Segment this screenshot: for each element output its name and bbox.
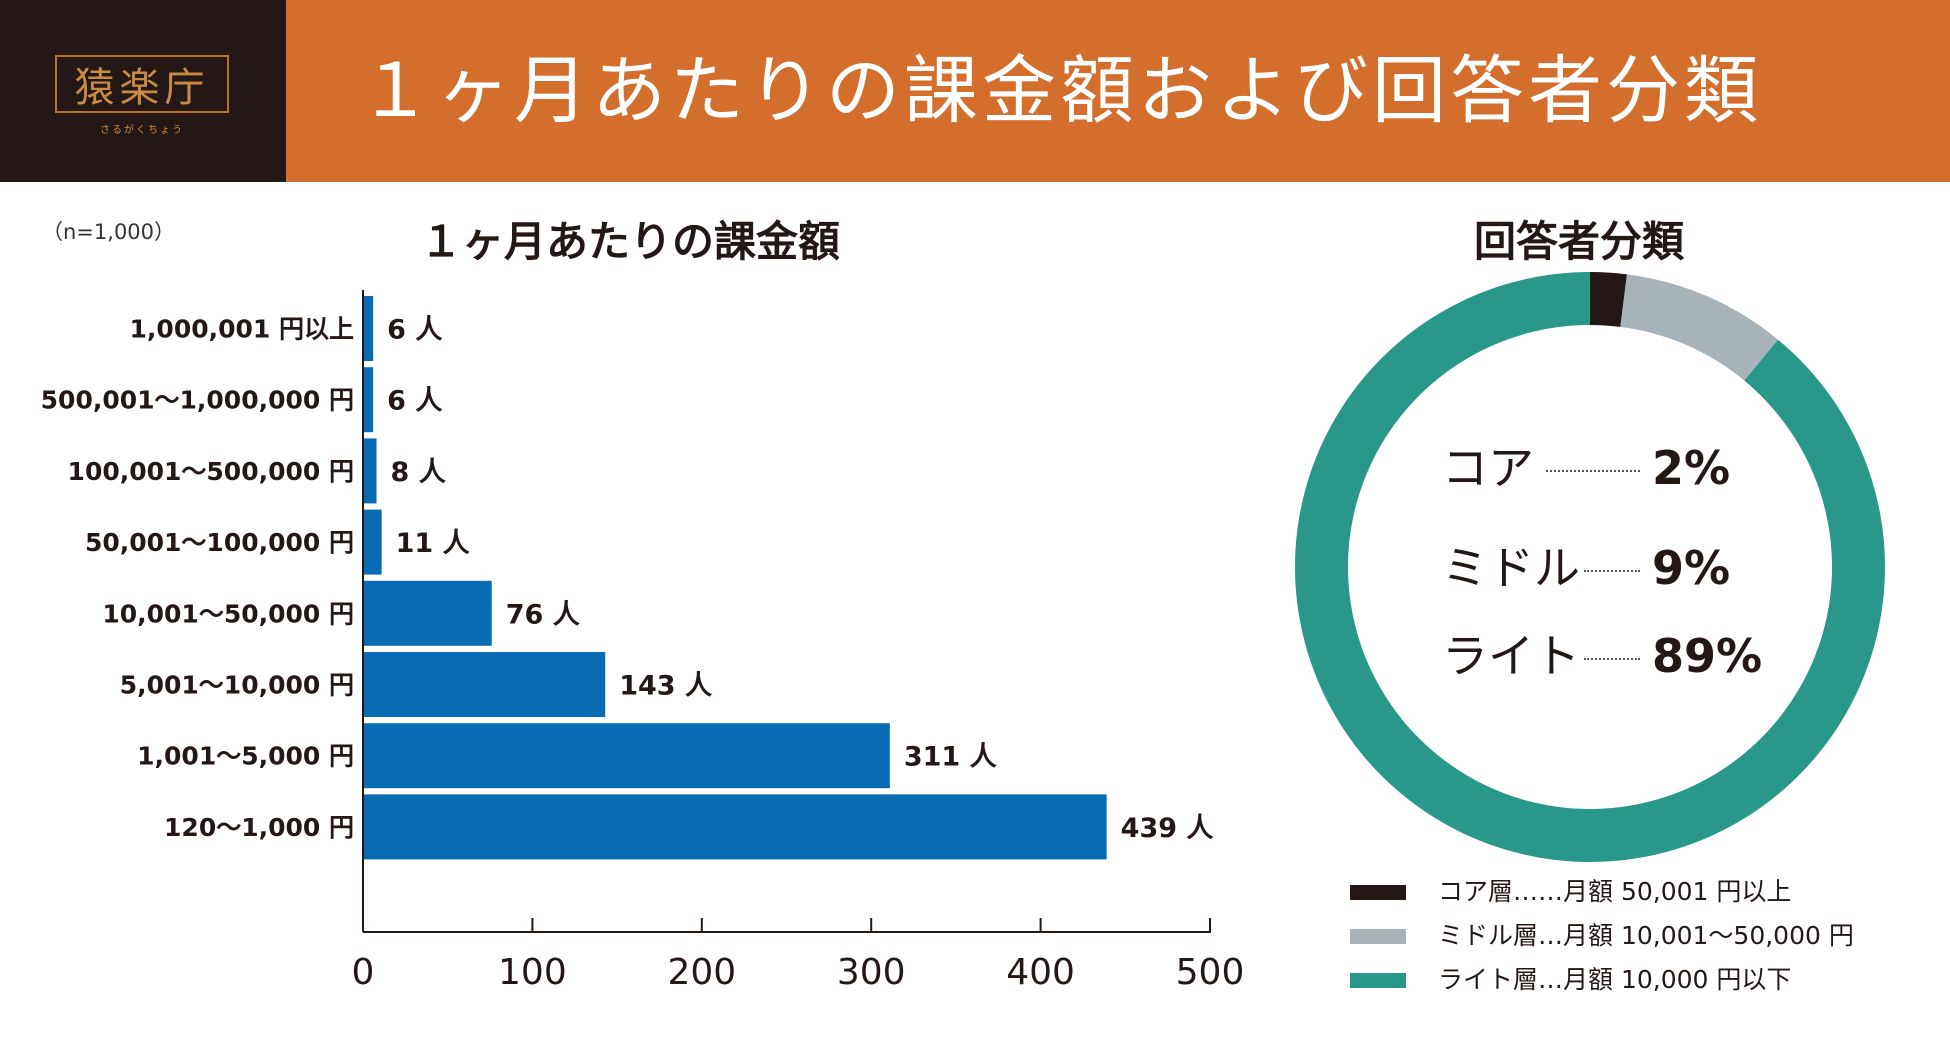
segment-name: コア — [1442, 441, 1534, 495]
logo: 猿楽庁 さるがくちょう — [0, 0, 286, 182]
segment-percent: 89% — [1652, 629, 1763, 683]
segment-name: ライト — [1442, 629, 1580, 683]
bar-value-label: 11 人 — [396, 528, 470, 559]
bar-chart-title: １ヶ月あたりの課金額 — [420, 217, 841, 266]
bar — [363, 652, 606, 717]
donut-slice — [1590, 272, 1627, 327]
bar-value-label: 6 人 — [387, 386, 442, 417]
category-label: 5,001〜10,000 円 — [120, 671, 354, 700]
category-label: 50,001〜100,000 円 — [85, 528, 354, 557]
bar-value-label: 439 人 — [1121, 813, 1214, 844]
logo-subtitle: さるがくちょう — [100, 125, 184, 136]
page-title: １ヶ月あたりの課金額および回答者分類 — [358, 48, 1762, 134]
bar — [363, 509, 382, 575]
percent-row: コア 2% — [1442, 440, 1730, 496]
segment-percent: 2% — [1652, 441, 1731, 495]
x-tick-label: 0 — [352, 952, 375, 993]
donut-chart-title: 回答者分類 — [1474, 217, 1685, 266]
category-label: 500,001〜1,000,000 円 — [41, 386, 354, 415]
percent-row: ライト 89% — [1442, 628, 1762, 684]
bar — [363, 794, 1107, 860]
x-tick-label: 100 — [498, 952, 567, 993]
legend-label: コア層……月額 50,001 円以上 — [1438, 877, 1792, 906]
legend-swatch — [1350, 973, 1406, 988]
header: 猿楽庁 さるがくちょう １ヶ月あたりの課金額および回答者分類 — [0, 0, 1950, 182]
bar-chart: 1,000,001 円以上 6 人 500,001〜1,000,000 円 6 人 10… — [41, 290, 1245, 993]
bar-value-label: 8 人 — [391, 457, 446, 488]
legend-swatch — [1350, 929, 1406, 944]
bar — [363, 580, 492, 646]
donut-slice — [1620, 274, 1779, 381]
category-label: 100,001〜500,000 円 — [68, 457, 354, 486]
x-tick-label: 400 — [1006, 952, 1075, 993]
dotted-leader — [1584, 658, 1640, 660]
x-tick-label: 200 — [667, 952, 736, 993]
legend-label: ライト層…月額 10,000 円以下 — [1438, 965, 1792, 994]
bar-value-label: 6 人 — [387, 315, 442, 346]
category-label: 1,001〜5,000 円 — [137, 742, 354, 771]
bar — [363, 367, 374, 433]
bar-value-label: 143 人 — [619, 671, 712, 702]
percent-row: ミドル 9% — [1442, 540, 1730, 596]
sample-size-note: （n=1,000） — [42, 220, 176, 244]
bar — [363, 296, 374, 361]
segment-name: ミドル — [1442, 541, 1580, 595]
bar — [363, 438, 377, 504]
category-label: 1,000,001 円以上 — [130, 315, 354, 344]
bar — [363, 723, 890, 789]
legend-label: ミドル層…月額 10,001〜50,000 円 — [1438, 921, 1854, 950]
category-label: 120〜1,000 円 — [164, 813, 354, 842]
bar-value-label: 311 人 — [904, 742, 997, 773]
legend-swatch — [1350, 885, 1406, 900]
segment-percent: 9% — [1652, 541, 1731, 595]
bar-value-label: 76 人 — [506, 599, 580, 630]
x-tick-label: 500 — [1176, 952, 1245, 993]
logo-mark: 猿楽庁 — [55, 55, 229, 113]
title-band: １ヶ月あたりの課金額および回答者分類 — [286, 0, 1950, 182]
x-tick-label: 300 — [837, 952, 906, 993]
category-label: 10,001〜50,000 円 — [102, 599, 354, 628]
dotted-leader — [1584, 570, 1640, 572]
dotted-leader — [1546, 470, 1640, 472]
